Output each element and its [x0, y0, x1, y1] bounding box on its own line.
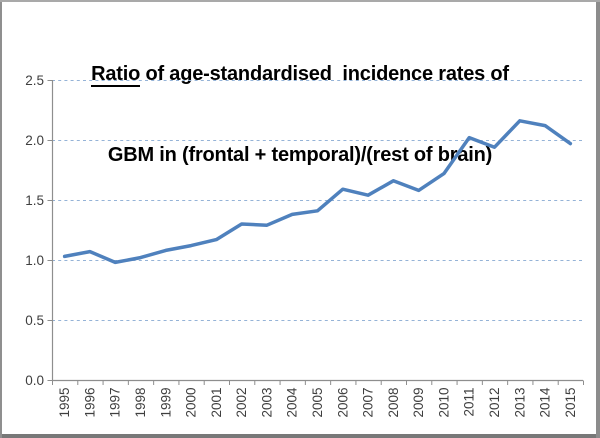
data-series-line [62, 119, 573, 265]
x-axis-tick-label: 2002 [234, 388, 249, 418]
x-axis-tick-label: 1997 [108, 388, 123, 418]
x-axis-tick-label: 2009 [411, 388, 426, 418]
x-axis-tick-label: 2015 [563, 388, 578, 418]
y-axis-tick-label: 0.0 [25, 373, 44, 388]
x-axis-tick-label: 2008 [386, 388, 401, 418]
x-axis-tick-label: 2014 [538, 387, 553, 418]
x-axis-tick-label: 1995 [57, 388, 72, 418]
x-axis-tick-label: 2003 [259, 388, 274, 418]
x-axis-tick-label: 1999 [158, 388, 173, 418]
chart-title-underlined-word: Ratio [91, 63, 141, 87]
x-axis-tick-label: 2005 [310, 388, 325, 418]
x-axis-tick-label: 1998 [133, 388, 148, 418]
y-axis-tick-label: 2.5 [25, 73, 44, 88]
chart-title: Ratio of age-standardised incidence rate… [0, 7, 600, 223]
x-axis-tick-label: 2010 [436, 388, 451, 418]
y-axis-tick-label: 0.5 [25, 313, 44, 328]
x-axis-tick-label: 2011 [462, 388, 477, 417]
x-axis-tick-label: 2013 [512, 388, 527, 418]
chart-title-line2: GBM in (frontal + temporal)/(rest of bra… [107, 144, 493, 166]
x-axis-tick-label: 2000 [184, 388, 199, 418]
chart-title-line1-rest: of age-standardised incidence rates of [140, 63, 509, 85]
chart-title-line1: Ratio of age-standardised incidence rate… [0, 61, 600, 88]
x-axis-tick-label: 2004 [285, 387, 300, 418]
y-axis-tick-label: 1.5 [25, 193, 44, 208]
x-axis-tick-label: 2012 [487, 388, 502, 418]
x-axis-tick-label: 2006 [335, 388, 350, 418]
y-axis-tick-label: 1.0 [25, 253, 44, 268]
y-axis-tick-label: 2.0 [25, 133, 44, 148]
x-axis-tick-label: 2007 [361, 388, 376, 418]
x-axis-tick-label: 2001 [209, 388, 224, 418]
x-axis-tick-label: 1996 [82, 388, 97, 418]
